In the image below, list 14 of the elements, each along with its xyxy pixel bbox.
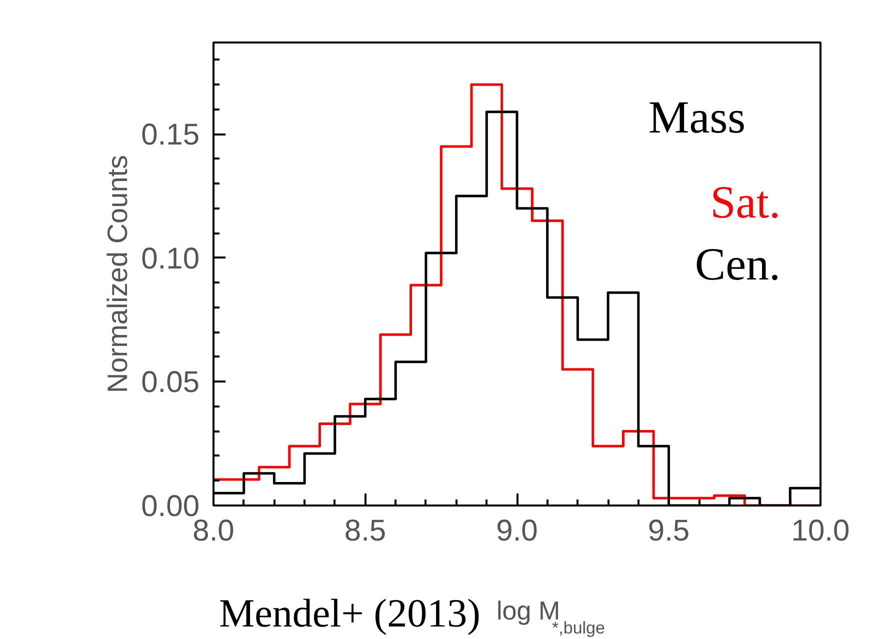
y-tick-label: 0.15	[141, 118, 200, 152]
x-tick-label: 8.5	[344, 514, 386, 548]
x-tick-label: 9.0	[496, 514, 538, 548]
annotation: Mass	[648, 92, 746, 142]
y-tick-label: 0.10	[141, 242, 200, 276]
text: Sat.	[710, 176, 780, 228]
y-tick-label: 0.05	[141, 366, 200, 400]
x-tick-label: 8.0	[192, 514, 234, 548]
x-axis-title: log M*,bulge	[496, 596, 605, 638]
series-label: Cen.	[694, 238, 781, 290]
x-tick-label: 9.5	[648, 514, 690, 548]
y-axis-title: Normalized Counts	[102, 154, 134, 394]
text: Mendel+ (2013)	[219, 590, 480, 636]
x-tick-label: 10.0	[791, 514, 850, 548]
